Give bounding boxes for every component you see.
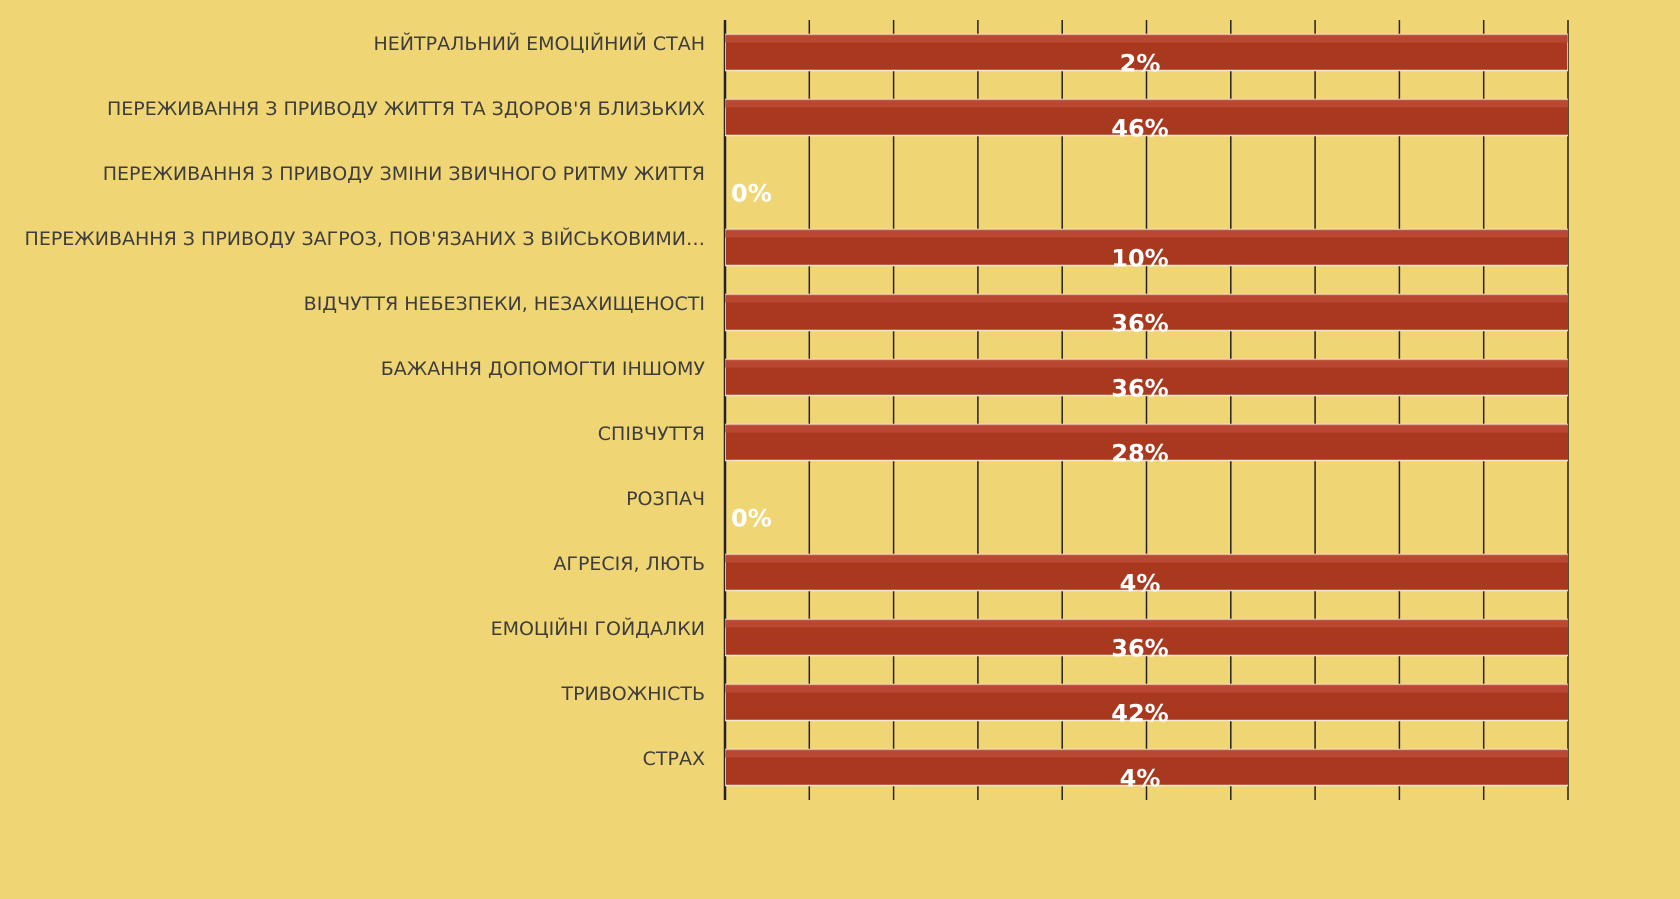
- bar-top: [725, 619, 1568, 628]
- bar-top: [725, 424, 1568, 433]
- y-tick-label: ТРИВОЖНІСТЬ: [560, 683, 705, 705]
- value-label: 4%: [1120, 570, 1161, 598]
- y-tick-label: СТРАХ: [643, 748, 705, 770]
- value-label: 10%: [1111, 245, 1168, 273]
- value-label: 0%: [731, 180, 772, 208]
- y-tick-label: СПІВЧУТТЯ: [598, 423, 705, 445]
- y-tick-label: РОЗПАЧ: [626, 488, 705, 510]
- plot-area: [725, 33, 1568, 787]
- value-label: 36%: [1111, 310, 1168, 338]
- y-tick-label: ЕМОЦІЙНІ ГОЙДАЛКИ: [491, 617, 705, 640]
- y-tick-label: ПЕРЕЖИВАННЯ З ПРИВОДУ ЗМІНИ ЗВИЧНОГО РИТ…: [103, 163, 705, 185]
- bar-top: [725, 684, 1568, 693]
- value-label: 36%: [1111, 375, 1168, 403]
- value-label: 36%: [1111, 635, 1168, 663]
- bar-top: [725, 359, 1568, 368]
- y-tick-label: АГРЕСІЯ, ЛЮТЬ: [553, 553, 705, 575]
- bar-top: [725, 294, 1568, 303]
- y-tick-label: ПЕРЕЖИВАННЯ З ПРИВОДУ ЖИТТЯ ТА ЗДОРОВ'Я …: [107, 98, 705, 120]
- bar-top: [725, 34, 1568, 43]
- value-label: 2%: [1120, 50, 1161, 78]
- y-tick-label: ВІДЧУТТЯ НЕБЕЗПЕКИ, НЕЗАХИЩЕНОСТІ: [304, 293, 705, 315]
- y-tick-label: НЕЙТРАЛЬНИЙ ЕМОЦІЙНИЙ СТАН: [374, 32, 705, 55]
- value-label: 0%: [731, 505, 772, 533]
- bar-top: [725, 554, 1568, 563]
- value-label: 4%: [1120, 765, 1161, 793]
- value-label: 46%: [1111, 115, 1168, 143]
- value-label: 42%: [1111, 700, 1168, 728]
- y-tick-label: ПЕРЕЖИВАННЯ З ПРИВОДУ ЗАГРОЗ, ПОВ'ЯЗАНИХ…: [25, 227, 705, 250]
- value-label: 28%: [1111, 440, 1168, 468]
- y-tick-label: БАЖАННЯ ДОПОМОГТИ ІНШОМУ: [381, 358, 706, 380]
- bar-top: [725, 749, 1568, 758]
- bar-top: [725, 229, 1568, 238]
- bar-top: [725, 99, 1568, 108]
